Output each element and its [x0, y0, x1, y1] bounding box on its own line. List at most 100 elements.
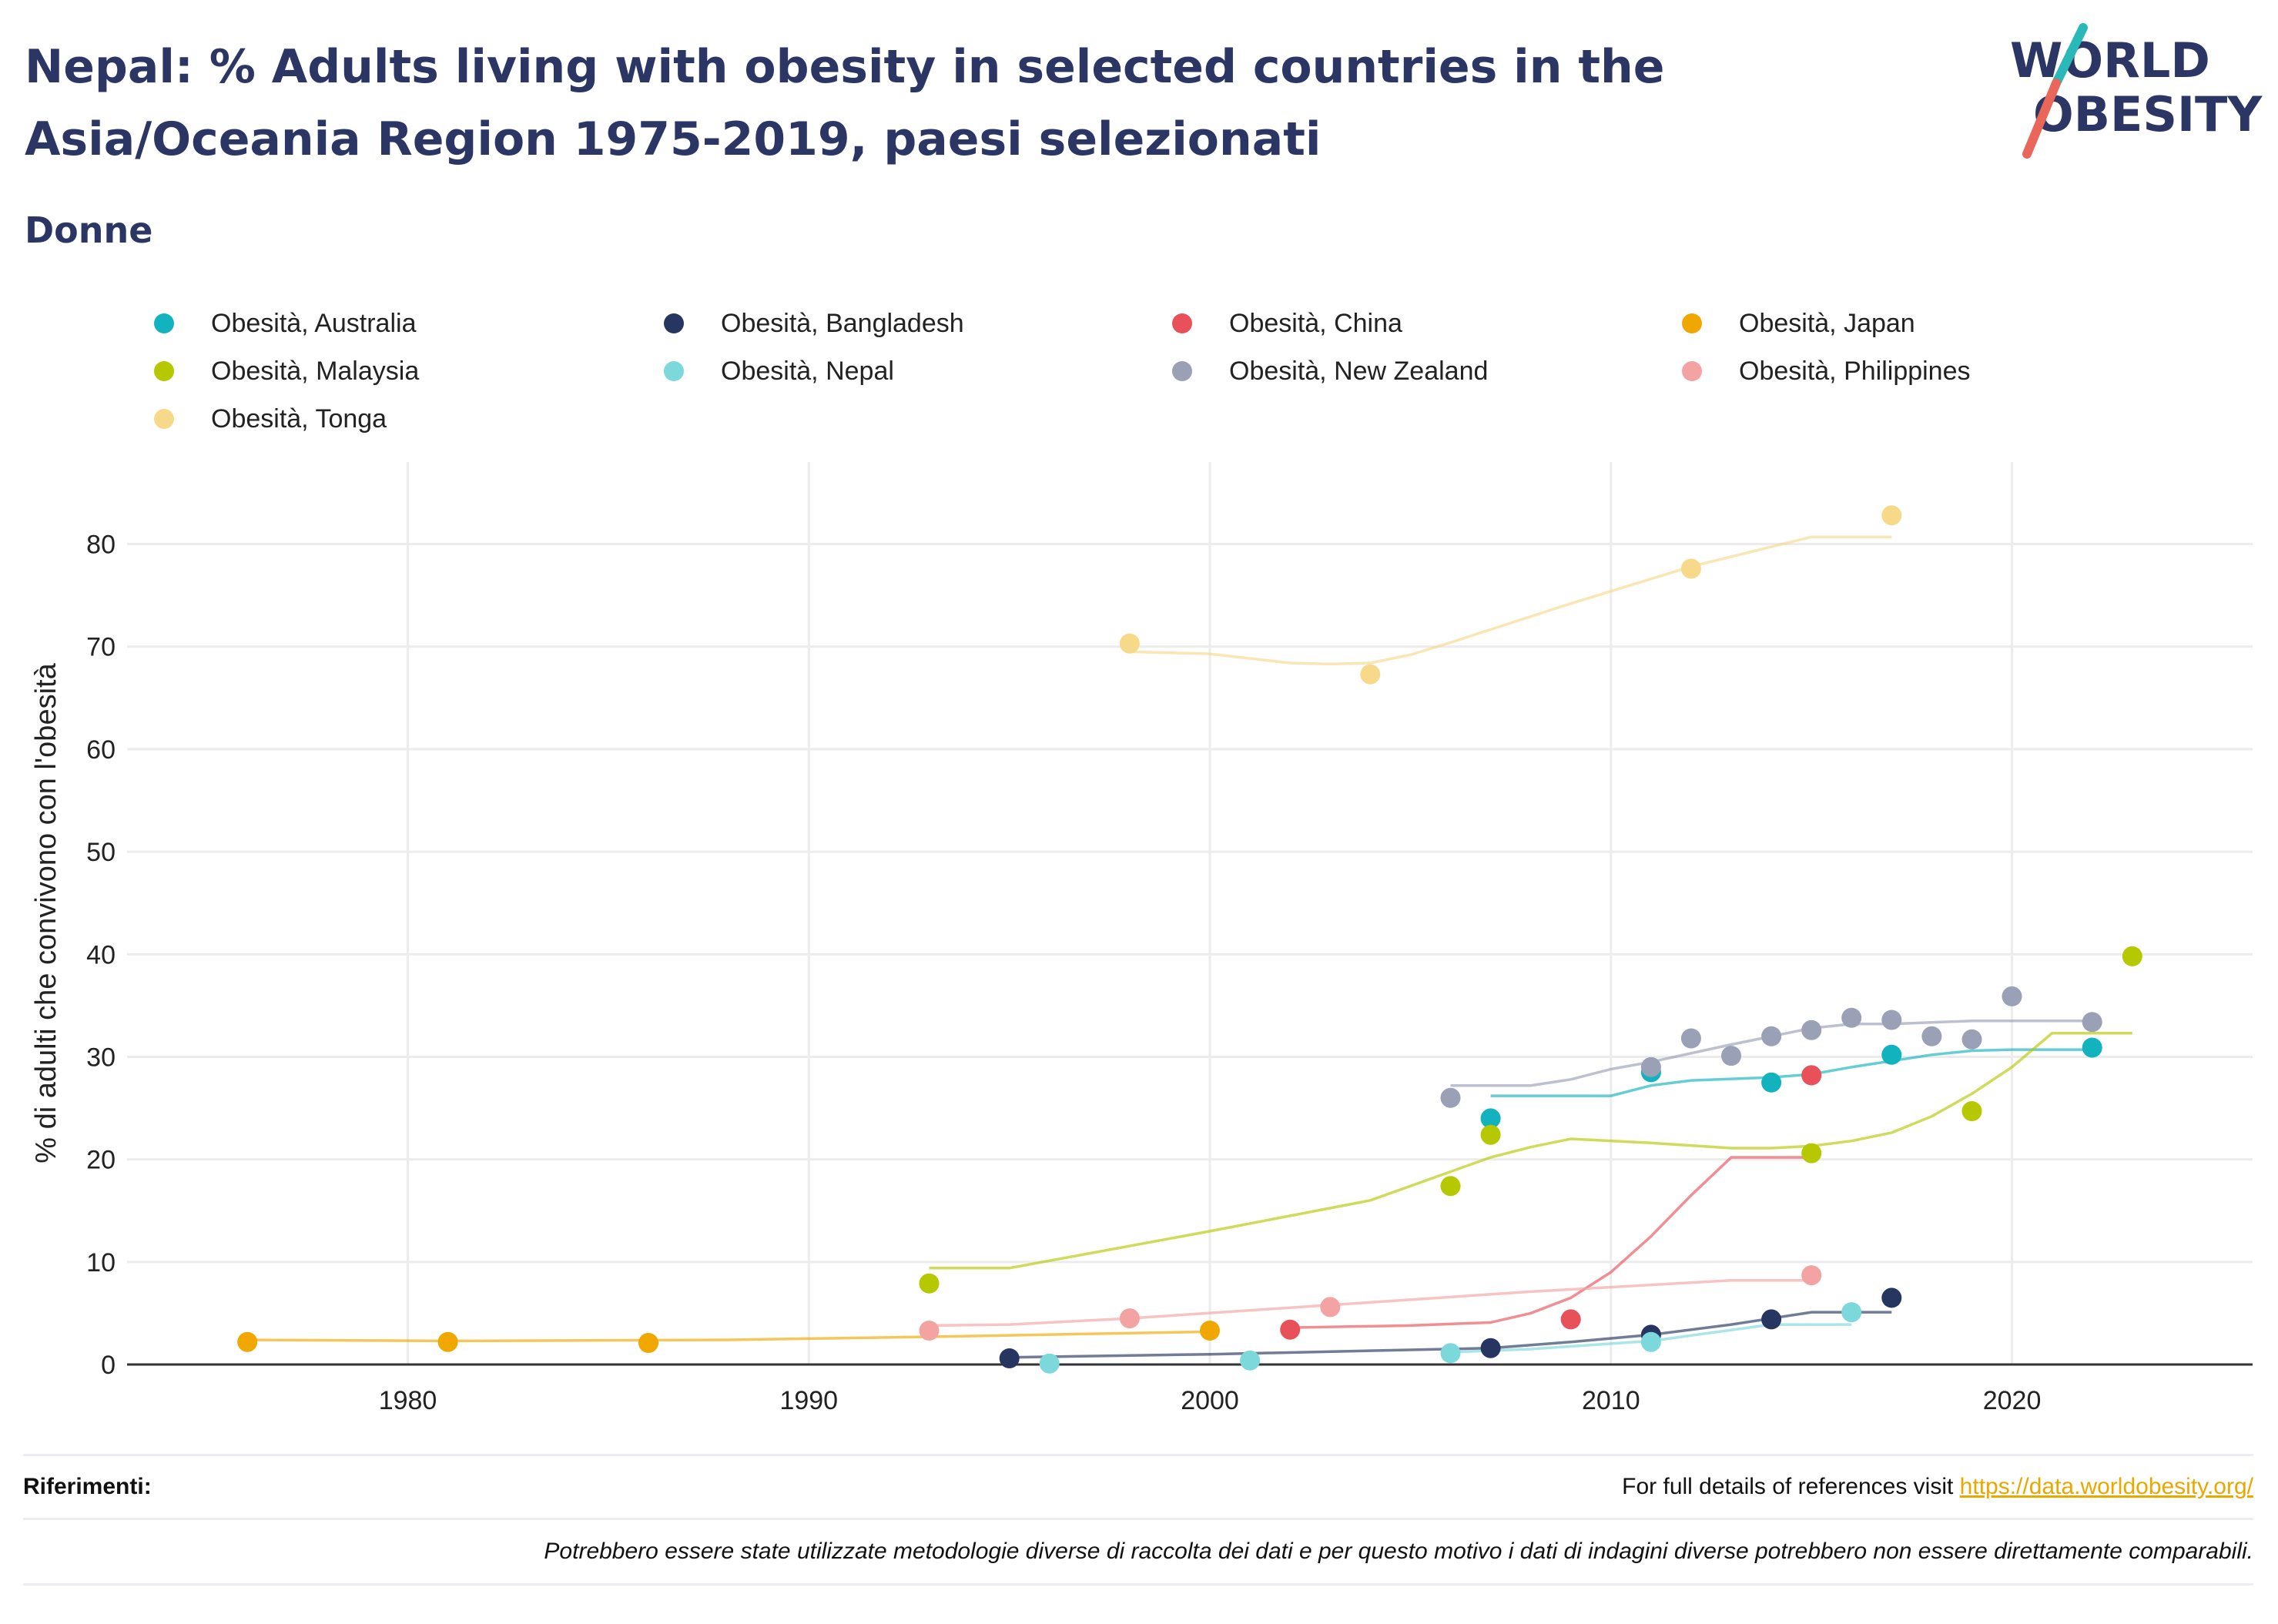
data-point-new-zealand — [1801, 1020, 1822, 1040]
y-tick-label: 20 — [86, 1146, 116, 1175]
references-info: For full details of references visit htt… — [1622, 1474, 2253, 1500]
trend-line-australia — [1490, 1048, 2092, 1097]
data-point-australia — [2082, 1037, 2102, 1058]
data-point-japan — [437, 1331, 458, 1352]
legend-item-japan[interactable]: Obesità, Japan — [1682, 308, 1915, 339]
chart-subtitle: Donne — [25, 209, 153, 251]
data-point-australia — [1881, 1044, 1902, 1065]
data-point-new-zealand — [1680, 1028, 1701, 1049]
legend-item-new-zealand[interactable]: Obesità, New Zealand — [1172, 356, 1488, 387]
footer-divider — [23, 1583, 2253, 1585]
legend-item-bangladesh[interactable]: Obesità, Bangladesh — [664, 308, 964, 339]
logo-line-2: OBESITY — [2033, 86, 2263, 142]
data-point-philippines — [919, 1321, 940, 1341]
data-point-nepal — [1039, 1353, 1060, 1374]
footer: Riferimenti: For full details of referen… — [23, 1454, 2253, 1585]
legend-marker — [154, 409, 174, 429]
legend-label: Obesità, New Zealand — [1229, 356, 1489, 386]
data-point-china — [1801, 1065, 1822, 1086]
data-point-new-zealand — [1440, 1087, 1461, 1108]
chart-title: Nepal: % Adults living with obesity in s… — [25, 40, 1665, 166]
y-axis-label: % di adulti che convivono con l'obesità — [30, 662, 62, 1163]
data-point-australia — [1761, 1072, 1782, 1093]
data-point-bangladesh — [1881, 1287, 1902, 1308]
data-point-china — [1560, 1309, 1581, 1330]
data-point-new-zealand — [1961, 1029, 1982, 1050]
legend-label: Obesità, Bangladesh — [721, 308, 964, 338]
data-point-new-zealand — [1881, 1010, 1902, 1030]
x-tick-label: 1990 — [779, 1386, 838, 1415]
data-point-new-zealand — [2002, 986, 2022, 1006]
legend-label: Obesità, China — [1229, 308, 1402, 338]
data-point-bangladesh — [1480, 1338, 1501, 1358]
legend-marker — [154, 361, 174, 381]
references-row: Riferimenti: For full details of referen… — [23, 1456, 2253, 1518]
legend-marker — [1172, 361, 1192, 381]
y-tick-label: 70 — [86, 633, 116, 662]
data-point-malaysia — [2122, 946, 2142, 966]
legend-label: Obesità, Japan — [1739, 308, 1915, 338]
legend-label: Obesità, Australia — [211, 308, 417, 338]
references-link[interactable]: https://data.worldobesity.org/ — [1959, 1474, 2253, 1499]
data-point-new-zealand — [1761, 1026, 1782, 1046]
disclaimer-text: Potrebbero essere state utilizzate metod… — [544, 1539, 2253, 1564]
world-obesity-logo: WORLD OBESITY — [2010, 23, 2263, 159]
logo-slash-coral — [2022, 79, 2061, 159]
chart-plot: 1980 1990 2000 2010 2020 0 10 20 30 40 50 60 70 80 % d… — [30, 462, 2253, 1415]
data-point-malaysia — [919, 1273, 940, 1294]
chart-legend: Obesità, Australia Obesità, Bangladesh Obe… — [154, 308, 2233, 447]
y-tick-label: 80 — [86, 531, 116, 560]
data-point-malaysia — [1440, 1176, 1461, 1197]
x-tick-label: 2020 — [1983, 1386, 2042, 1415]
legend-label: Obesità, Malaysia — [211, 356, 420, 386]
data-point-malaysia — [1480, 1124, 1501, 1145]
data-point-new-zealand — [2082, 1012, 2102, 1033]
references-text: For full details of references visit — [1622, 1474, 1960, 1499]
data-point-new-zealand — [1721, 1046, 1741, 1066]
data-point-australia — [1480, 1108, 1501, 1129]
data-point-new-zealand — [1921, 1026, 1942, 1046]
data-point-new-zealand — [1640, 1056, 1661, 1077]
legend-label: Obesità, Tonga — [211, 403, 387, 434]
legend-marker — [664, 313, 684, 333]
footer-divider — [23, 1518, 2253, 1520]
data-point-nepal — [1640, 1331, 1661, 1352]
y-tick-label: 10 — [86, 1248, 116, 1277]
data-point-philippines — [1320, 1297, 1341, 1318]
logo-slash-teal — [2052, 23, 2088, 88]
legend-item-philippines[interactable]: Obesità, Philippines — [1682, 356, 1971, 387]
y-tick-label: 50 — [86, 838, 116, 867]
data-point-malaysia — [1801, 1143, 1822, 1164]
data-point-tonga — [1360, 664, 1381, 685]
trend-line-china — [1290, 1156, 1812, 1329]
trend-line-philippines — [929, 1279, 1812, 1328]
legend-item-nepal[interactable]: Obesità, Nepal — [664, 356, 894, 387]
data-point-bangladesh — [999, 1348, 1020, 1368]
legend-item-australia[interactable]: Obesità, Australia — [154, 308, 416, 339]
data-point-malaysia — [1961, 1101, 1982, 1121]
data-point-bangladesh — [1761, 1309, 1782, 1330]
legend-marker — [154, 313, 174, 333]
data-point-japan — [638, 1333, 658, 1353]
legend-item-tonga[interactable]: Obesità, Tonga — [154, 403, 387, 434]
footer-divider — [23, 1454, 2253, 1456]
data-point-tonga — [1881, 505, 1902, 526]
data-point-new-zealand — [1841, 1007, 1862, 1028]
data-point-nepal — [1240, 1350, 1261, 1371]
data-point-philippines — [1119, 1308, 1140, 1329]
x-tick-label: 1980 — [379, 1386, 437, 1415]
legend-item-china[interactable]: Obesità, China — [1172, 308, 1402, 339]
references-label: Riferimenti: — [23, 1474, 152, 1499]
logo-line-1: WORLD — [2010, 32, 2210, 89]
data-point-philippines — [1801, 1265, 1822, 1286]
legend-item-malaysia[interactable]: Obesità, Malaysia — [154, 356, 419, 387]
data-point-china — [1280, 1319, 1301, 1340]
x-tick-label: 2010 — [1582, 1386, 1640, 1415]
trend-line-malaysia — [929, 1032, 2132, 1270]
legend-label: Obesità, Philippines — [1739, 356, 1971, 386]
y-tick-label: 40 — [86, 940, 116, 969]
y-tick-label: 60 — [86, 735, 116, 765]
data-point-nepal — [1841, 1302, 1862, 1323]
y-tick-label: 30 — [86, 1043, 116, 1072]
trend-line-tonga — [1129, 535, 1892, 666]
